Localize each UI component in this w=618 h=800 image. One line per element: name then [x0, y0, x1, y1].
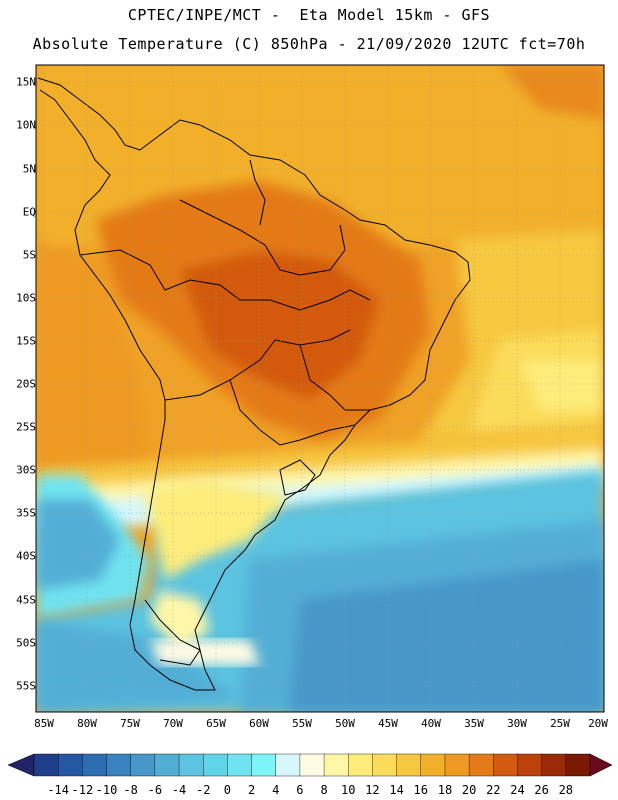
colorbar-label: 22: [486, 783, 501, 797]
colorbar-label: 28: [558, 783, 574, 797]
colorbar-swatch: [493, 753, 519, 777]
colorbar-label: 6: [296, 783, 304, 797]
colorbar-swatch: [396, 753, 422, 777]
colorbar-swatch: [468, 753, 495, 777]
lon-label: 75W: [120, 717, 140, 730]
colorbar-swatch: [565, 753, 591, 777]
lat-label: 10S: [16, 291, 36, 305]
colorbar-swatch: [275, 753, 301, 777]
lon-label: 70W: [163, 717, 183, 730]
colorbar-label: 10: [341, 783, 356, 797]
lon-label: 65W: [206, 717, 226, 730]
colorbar-swatch: [372, 753, 398, 777]
colorbar-label: 12: [365, 783, 380, 797]
lon-label: 25W: [550, 717, 570, 730]
colorbar-swatch: [130, 753, 156, 777]
lat-label: 15S: [16, 334, 36, 348]
colorbar-swatch: [154, 753, 180, 777]
colorbar-swatch: [33, 753, 59, 777]
lon-label: 45W: [378, 717, 398, 730]
lat-label: EQ: [22, 205, 36, 219]
lat-label: 20S: [16, 377, 36, 391]
colorbar-label: -2: [195, 783, 211, 797]
lon-label: 20W: [588, 717, 608, 730]
colorbar-swatch: [541, 753, 567, 777]
lon-label: 80W: [77, 717, 97, 730]
colorbar-label: 14: [389, 783, 404, 797]
colorbar-label: -6: [147, 783, 163, 797]
colorbar-swatch: [517, 753, 543, 777]
colorbar-label: 26: [534, 783, 549, 797]
lat-label: 35S: [16, 506, 36, 520]
colorbar-swatch: [420, 753, 446, 777]
colorbar-label: -10: [95, 783, 118, 797]
lat-label: 5N: [22, 162, 36, 176]
coastlines: [37, 77, 471, 691]
lon-label: 60W: [249, 717, 269, 730]
map-title-line2: Absolute Temperature (C) 850hPa - 21/09/…: [32, 35, 586, 53]
colorbar: [7, 753, 613, 777]
colorbar-low-arrow: [7, 753, 35, 777]
lon-label: 40W: [421, 717, 441, 730]
colorbar-high-arrow: [589, 753, 613, 777]
colorbar-label: -4: [171, 783, 187, 797]
temperature-field: [36, 65, 604, 712]
lat-label: 15N: [16, 75, 36, 89]
colorbar-swatch: [323, 753, 349, 777]
map-title-line1: CPTEC/INPE/MCT - Eta Model 15km - GFS: [127, 6, 491, 24]
colorbar-label: 16: [413, 783, 429, 797]
lat-lon-grid: [36, 65, 604, 712]
colorbar-label: 4: [272, 783, 280, 797]
lat-label: 45S: [16, 593, 36, 607]
colorbar-label: 18: [437, 783, 453, 797]
lat-label: 10N: [16, 118, 36, 132]
colorbar-label: 20: [461, 783, 477, 797]
lon-label: 50W: [335, 717, 355, 730]
lon-label: 55W: [292, 717, 312, 730]
lon-label: 30W: [507, 717, 527, 730]
colorbar-label: -8: [123, 783, 138, 797]
lat-label: 5S: [22, 248, 36, 262]
colorbar-label: 8: [320, 783, 328, 797]
colorbar-swatch: [178, 753, 204, 777]
lat-label: 25S: [16, 420, 36, 434]
colorbar-swatch: [444, 753, 470, 777]
colorbar-swatch: [106, 753, 132, 777]
colorbar-label: 2: [247, 783, 256, 797]
colorbar-label: -14: [47, 783, 70, 797]
colorbar-swatch: [299, 753, 325, 777]
map-frame: [35, 64, 605, 713]
lat-label: 30S: [16, 463, 36, 477]
lat-label: 55S: [16, 679, 36, 693]
colorbar-label: -12: [71, 783, 94, 797]
colorbar-swatch: [82, 753, 108, 777]
colorbar-label: 24: [510, 783, 525, 797]
lon-label: 85W: [34, 717, 54, 730]
colorbar-swatch: [348, 753, 374, 777]
colorbar-swatch: [251, 753, 277, 777]
colorbar-swatch: [227, 753, 253, 777]
lat-label: 50S: [16, 636, 36, 650]
colorbar-swatch: [57, 753, 84, 777]
lon-label: 35W: [464, 717, 484, 730]
lat-label: 40S: [16, 549, 36, 563]
colorbar-label: 0: [223, 783, 232, 797]
colorbar-swatch: [203, 753, 229, 777]
